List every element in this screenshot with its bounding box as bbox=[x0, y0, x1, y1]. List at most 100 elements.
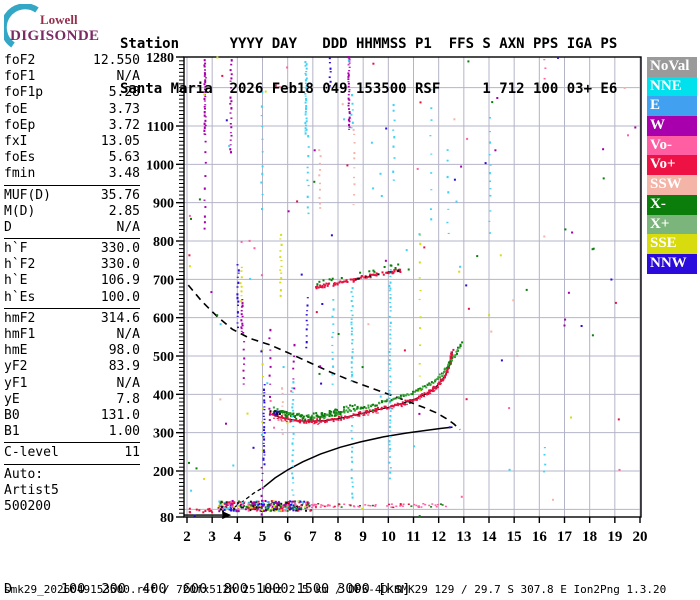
echo-dot bbox=[252, 446, 255, 449]
echo-dot bbox=[203, 215, 206, 218]
echo-dot bbox=[203, 114, 206, 117]
echo-dot bbox=[423, 246, 426, 249]
echo-dot bbox=[421, 393, 424, 396]
echo-dot bbox=[351, 437, 354, 440]
echo-dot bbox=[434, 504, 437, 506]
echo-dot bbox=[292, 482, 295, 484]
echo-dot bbox=[412, 399, 415, 402]
echo-dot bbox=[355, 278, 358, 281]
echo-dot bbox=[369, 276, 372, 279]
echo-dot bbox=[353, 183, 356, 186]
echo-dot bbox=[261, 208, 263, 211]
echo-dot bbox=[225, 119, 228, 122]
echo-dot bbox=[263, 438, 266, 441]
echo-dot bbox=[283, 411, 286, 414]
echo-dot bbox=[333, 418, 336, 420]
echo-dot bbox=[458, 270, 461, 273]
echo-dot bbox=[392, 179, 395, 181]
echo-dot bbox=[310, 506, 313, 509]
echo-dot bbox=[347, 74, 350, 77]
echo-dot bbox=[389, 297, 392, 300]
echo-dot bbox=[417, 388, 420, 391]
echo-dot bbox=[280, 502, 283, 505]
echo-dot bbox=[279, 508, 282, 511]
echo-dot bbox=[210, 509, 213, 512]
echo-dot bbox=[300, 273, 303, 276]
echo-dot bbox=[391, 270, 394, 273]
echo-dot bbox=[275, 508, 278, 511]
echo-dot bbox=[449, 360, 452, 363]
echo-dot bbox=[441, 375, 444, 378]
echo-dot bbox=[240, 503, 243, 506]
echo-dot bbox=[388, 284, 391, 288]
echo-dot bbox=[394, 397, 397, 400]
echo-dot bbox=[293, 387, 296, 390]
echo-dot bbox=[374, 410, 377, 413]
echo-dot bbox=[305, 84, 308, 87]
echo-dot bbox=[263, 418, 266, 421]
echo-dot bbox=[345, 405, 348, 408]
echo-dot bbox=[243, 357, 246, 360]
echo-dot bbox=[229, 123, 232, 125]
echo-dot bbox=[370, 273, 373, 276]
x-axis-label: 4 bbox=[234, 529, 242, 545]
parameter-label: B1 bbox=[4, 424, 20, 440]
echo-dot bbox=[543, 59, 546, 61]
echo-dot bbox=[263, 388, 265, 391]
echo-dot bbox=[277, 419, 280, 421]
echo-dot bbox=[374, 274, 377, 277]
echo-dot bbox=[262, 412, 265, 415]
echo-dot bbox=[392, 405, 395, 408]
echo-dot bbox=[269, 399, 272, 402]
echo-dot bbox=[316, 414, 319, 417]
echo-dot bbox=[460, 165, 463, 168]
echo-dot bbox=[388, 389, 391, 392]
echo-dot bbox=[317, 286, 320, 289]
echo-dot bbox=[304, 418, 307, 421]
echo-dot bbox=[328, 415, 331, 418]
echo-dot bbox=[397, 404, 400, 407]
echo-dot bbox=[229, 148, 232, 151]
parameter-row: foE 3.73 bbox=[4, 102, 140, 118]
echo-dot bbox=[489, 180, 491, 183]
echo-dot bbox=[281, 387, 284, 390]
echo-dot bbox=[446, 368, 449, 371]
echo-dot bbox=[348, 62, 351, 64]
echo-dot bbox=[204, 88, 206, 91]
echo-dot bbox=[388, 401, 391, 404]
echo-dot bbox=[347, 102, 350, 105]
parameter-label: hmF2 bbox=[4, 310, 36, 326]
echo-dot bbox=[419, 242, 422, 246]
echo-dot bbox=[351, 278, 354, 281]
echo-dot bbox=[306, 503, 309, 506]
echo-dot bbox=[285, 415, 288, 418]
echo-dot bbox=[317, 503, 320, 505]
echo-dot bbox=[292, 449, 295, 451]
echo-dot bbox=[281, 433, 284, 435]
y-axis-label: 80 bbox=[160, 511, 174, 526]
echo-dot bbox=[465, 398, 468, 401]
legend-item-vo: Vo+ bbox=[647, 155, 697, 176]
x-axis-label: 9 bbox=[359, 529, 367, 545]
echo-dot bbox=[240, 290, 243, 293]
echo-dot bbox=[279, 269, 282, 271]
echo-dot bbox=[268, 508, 271, 511]
echo-dot bbox=[353, 194, 356, 196]
echo-dot bbox=[442, 372, 445, 375]
echo-dot bbox=[305, 99, 308, 102]
echo-dot bbox=[204, 124, 207, 127]
echo-dot bbox=[363, 414, 366, 416]
parameter-row: hmF1 N/A bbox=[4, 327, 140, 343]
echo-dot bbox=[389, 456, 391, 458]
echo-dot bbox=[544, 67, 547, 69]
echo-dot bbox=[353, 152, 356, 155]
echo-dot bbox=[447, 366, 450, 368]
echo-dot bbox=[278, 502, 281, 505]
echo-dot bbox=[259, 505, 262, 508]
echo-dot bbox=[387, 272, 390, 275]
echo-dot bbox=[204, 133, 207, 136]
parameter-row: D N/A bbox=[4, 220, 140, 236]
echo-dot bbox=[419, 387, 422, 390]
echo-dot bbox=[370, 141, 373, 144]
echo-dot bbox=[280, 272, 283, 274]
